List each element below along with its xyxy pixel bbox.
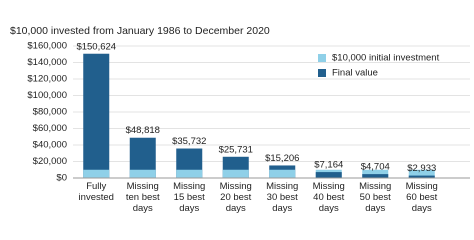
value-label: $4,704 (361, 162, 390, 173)
x-tick-label: Missing 30 best days (266, 181, 299, 214)
value-label: $150,624 (76, 41, 116, 52)
y-tick-label: $160,000 (27, 41, 67, 52)
x-tick-label: Missing 20 best days (219, 181, 252, 214)
value-label: $2,933 (407, 163, 436, 174)
x-tick-label: Missing 50 best days (359, 181, 392, 214)
y-tick-label: $120,000 (27, 74, 67, 85)
bar (83, 169, 110, 178)
y-tick-label: $20,000 (33, 156, 67, 167)
value-label: $48,818 (126, 125, 160, 136)
legend-label: Final value (332, 68, 378, 79)
y-tick-label: $140,000 (27, 57, 67, 68)
x-tick-label: Missing 40 best days (312, 181, 345, 214)
value-label: $7,164 (314, 160, 343, 171)
value-label: $35,732 (172, 136, 206, 147)
y-tick-label: $80,000 (33, 107, 67, 118)
bar (269, 169, 296, 178)
bar (176, 169, 203, 178)
legend-swatch (318, 54, 326, 62)
x-tick-label: Missing 60 best days (405, 181, 438, 214)
legend-swatch (318, 69, 326, 77)
y-tick-label: $60,000 (33, 123, 67, 134)
x-tick-label: Missing 15 best days (173, 181, 206, 214)
bar (362, 174, 389, 178)
bar (83, 53, 110, 178)
x-tick-label: Fully invested (78, 181, 114, 203)
value-label: $15,206 (265, 153, 299, 164)
y-tick-label: $0 (56, 173, 67, 184)
bar (129, 169, 156, 178)
legend-label: $10,000 initial investment (332, 53, 440, 64)
bar (362, 169, 389, 178)
y-tick-label: $40,000 (33, 140, 67, 151)
value-label: $25,731 (219, 144, 253, 155)
y-tick-label: $100,000 (27, 90, 67, 101)
bar (408, 175, 435, 178)
bar (315, 172, 342, 178)
bar (222, 169, 249, 178)
bar (408, 169, 435, 178)
x-tick-label: Missing ten best days (125, 181, 160, 214)
chart-title: $10,000 invested from January 1986 to De… (10, 25, 270, 37)
